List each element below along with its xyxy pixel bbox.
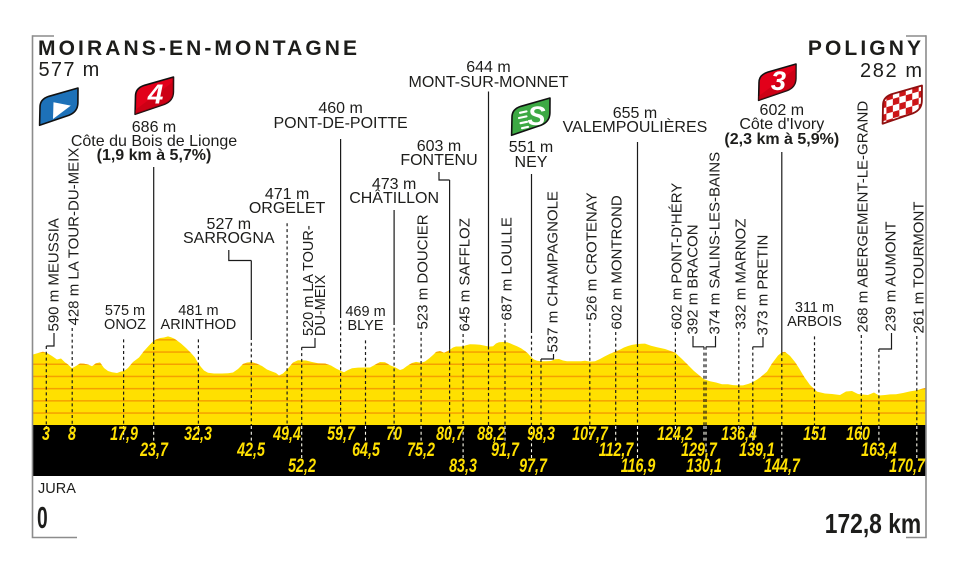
svg-text:3: 3 xyxy=(771,64,786,95)
svg-text:S: S xyxy=(527,101,545,131)
svg-text:4: 4 xyxy=(147,78,164,109)
